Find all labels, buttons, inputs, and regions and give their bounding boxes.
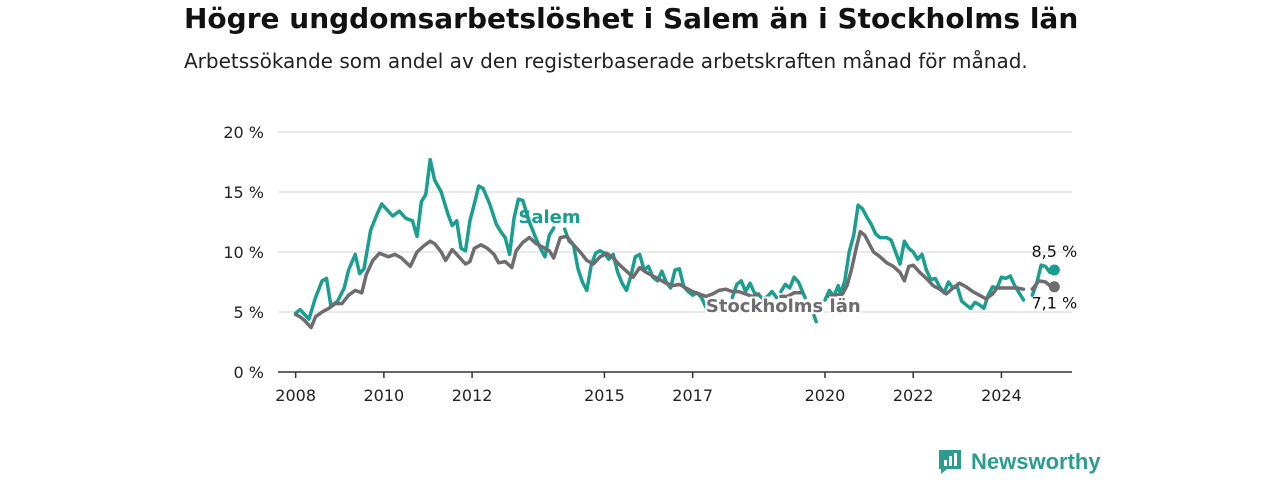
series-line-stockholm xyxy=(779,291,803,299)
x-tick-label: 2020 xyxy=(805,386,846,405)
y-tick-label: 10 % xyxy=(223,243,264,262)
x-tick-label: 2017 xyxy=(672,386,713,405)
series-line-stockholm xyxy=(293,234,761,330)
newsworthy-icon xyxy=(939,450,961,474)
series-labels: Salem Stockholms län 8,5 % 7,1 % xyxy=(518,207,1077,319)
series-line-salem xyxy=(293,157,556,321)
chart-subtitle: Arbetssökande som andel av den registerb… xyxy=(184,49,1028,73)
series-label-stockholm: Stockholms län xyxy=(706,296,861,317)
x-tick-label: 2010 xyxy=(364,386,405,405)
y-tick-label: 15 % xyxy=(223,183,264,202)
series-line-stockholm xyxy=(827,229,1026,301)
grid-lines: 0 % 5 % 10 % 15 % 20 % xyxy=(223,123,1072,382)
series-line-salem xyxy=(562,227,708,309)
end-point-marker xyxy=(1048,281,1060,293)
x-tick-label: 2008 xyxy=(275,386,316,405)
brand-name: Newsworthy xyxy=(971,449,1101,474)
series-lines xyxy=(293,157,1057,330)
y-tick-label: 0 % xyxy=(234,363,264,382)
series-label-salem: Salem xyxy=(518,207,580,228)
series-line-salem xyxy=(730,279,779,301)
x-tick-label: 2022 xyxy=(893,386,934,405)
brand-logo: Newsworthy xyxy=(937,448,1101,476)
end-point-marker xyxy=(1048,264,1060,276)
end-value-label-stockholm: 7,1 % xyxy=(1031,293,1077,312)
end-value-label-salem: 8,5 % xyxy=(1031,242,1077,261)
y-tick-label: 5 % xyxy=(234,303,264,322)
y-tick-label: 20 % xyxy=(223,123,264,142)
x-tick-label: 2024 xyxy=(981,386,1022,405)
x-tick-label: 2012 xyxy=(452,386,493,405)
series-line-salem xyxy=(823,203,1026,311)
x-tick-label: 2015 xyxy=(584,386,625,405)
series-line-salem xyxy=(812,313,818,324)
x-axis: 2008 2010 2012 2015 2017 2020 2022 2024 xyxy=(275,371,1072,405)
chart-title: Högre ungdomsarbetslöshet i Salem än i S… xyxy=(184,2,1079,35)
series-line-salem xyxy=(779,275,807,300)
